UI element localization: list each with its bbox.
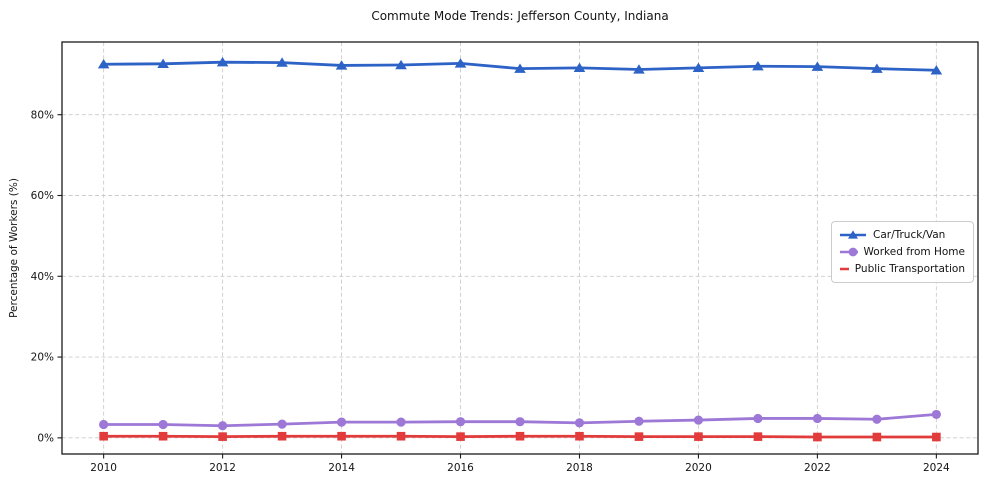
y-axis-label: Percentage of Workers (%) bbox=[8, 178, 20, 318]
data-point-circle bbox=[217, 421, 228, 431]
legend-swatch-square-icon bbox=[840, 267, 849, 271]
y-tick-label: 0% bbox=[37, 432, 54, 444]
y-tick-label: 40% bbox=[31, 271, 54, 283]
data-point-circle bbox=[455, 417, 466, 427]
data-point-square bbox=[99, 431, 108, 441]
data-point-circle bbox=[515, 417, 525, 427]
data-point-circle bbox=[396, 417, 406, 427]
data-point-triangle bbox=[97, 59, 110, 69]
x-tick-label: 2016 bbox=[447, 462, 474, 474]
legend-marker-circle-icon bbox=[848, 247, 858, 257]
data-point-triangle bbox=[752, 61, 764, 71]
data-point-square bbox=[277, 431, 287, 441]
data-point-triangle bbox=[216, 56, 229, 67]
legend-swatch-triangle-icon bbox=[840, 230, 866, 239]
data-point-square bbox=[872, 432, 882, 442]
legend-item-car-truck-van: Car/Truck/Van bbox=[839, 228, 965, 242]
data-point-square bbox=[456, 432, 465, 441]
x-tick-label: 2022 bbox=[804, 462, 831, 474]
y-tick-label: 80% bbox=[31, 109, 54, 121]
legend-swatch-circle-icon bbox=[840, 247, 858, 257]
data-point-square bbox=[218, 432, 227, 441]
data-point-circle bbox=[812, 413, 823, 424]
data-point-triangle bbox=[335, 60, 348, 70]
data-point-triangle bbox=[276, 57, 288, 67]
data-point-circle bbox=[872, 414, 882, 424]
legend-label: Worked from Home bbox=[863, 246, 965, 258]
data-point-circle bbox=[336, 417, 347, 427]
x-tick-label: 2024 bbox=[923, 462, 950, 474]
data-point-triangle bbox=[871, 63, 883, 73]
data-point-triangle bbox=[692, 62, 705, 73]
data-point-triangle bbox=[395, 59, 407, 70]
y-tick-label: 20% bbox=[31, 352, 54, 364]
x-tick-label: 2012 bbox=[209, 462, 236, 474]
data-point-circle bbox=[753, 413, 763, 424]
legend-item-public-transportation: Public Transportation bbox=[839, 262, 965, 276]
data-point-triangle bbox=[454, 58, 467, 68]
legend: Car/Truck/Van Worked from Home Public Tr… bbox=[831, 221, 974, 283]
data-point-square bbox=[634, 432, 644, 441]
legend-item-worked-from-home: Worked from Home bbox=[839, 245, 965, 259]
data-point-circle bbox=[158, 419, 168, 430]
data-point-square bbox=[158, 431, 168, 441]
x-tick-label: 2020 bbox=[685, 462, 712, 474]
data-point-triangle bbox=[930, 65, 943, 75]
data-point-triangle bbox=[811, 61, 824, 71]
data-point-triangle bbox=[514, 63, 526, 73]
plot-border bbox=[61, 41, 979, 455]
data-point-square bbox=[694, 432, 703, 441]
x-tick-label: 2014 bbox=[328, 462, 355, 474]
data-point-circle bbox=[693, 415, 704, 425]
data-point-triangle bbox=[633, 64, 645, 74]
x-tick-label: 2010 bbox=[90, 462, 117, 474]
data-point-square bbox=[753, 432, 763, 441]
data-point-triangle bbox=[157, 58, 169, 69]
data-point-circle bbox=[634, 416, 644, 426]
data-point-circle bbox=[99, 419, 109, 430]
data-point-circle bbox=[931, 409, 941, 420]
data-point-square bbox=[813, 432, 822, 442]
data-point-square bbox=[932, 432, 941, 442]
y-tick-label: 60% bbox=[31, 190, 54, 202]
legend-label: Public Transportation bbox=[854, 263, 965, 275]
data-point-square bbox=[337, 431, 346, 441]
data-point-square bbox=[575, 431, 584, 441]
data-point-triangle bbox=[573, 62, 586, 73]
legend-label: Car/Truck/Van bbox=[873, 229, 946, 241]
data-point-circle bbox=[277, 419, 287, 429]
data-point-circle bbox=[574, 418, 585, 428]
data-point-square bbox=[515, 431, 525, 441]
x-tick-label: 2018 bbox=[566, 462, 593, 474]
data-point-square bbox=[396, 431, 406, 441]
chart-title: Commute Mode Trends: Jefferson County, I… bbox=[371, 9, 669, 23]
legend-marker-triangle-icon bbox=[848, 230, 858, 239]
